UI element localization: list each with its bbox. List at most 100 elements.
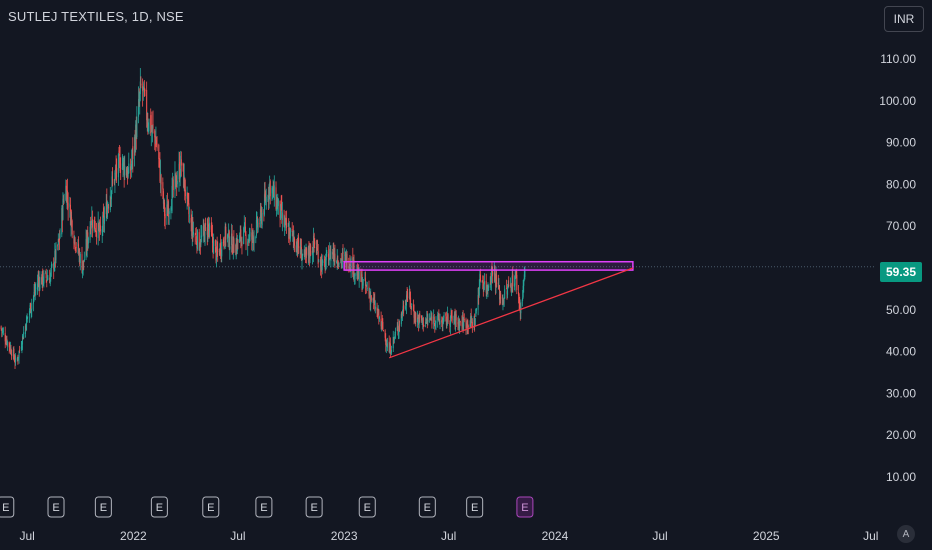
- earnings-marker-box[interactable]: [358, 496, 376, 518]
- candle-body: [370, 296, 372, 305]
- candle-body: [58, 238, 60, 241]
- candle-body: [164, 202, 166, 217]
- candle-body: [78, 252, 80, 254]
- earnings-marker-label: E: [207, 502, 214, 514]
- candle-body: [333, 249, 335, 258]
- candle-body: [297, 238, 299, 254]
- earnings-marker-label: E: [471, 502, 478, 514]
- candle-body: [228, 229, 230, 236]
- earnings-marker-box[interactable]: [418, 496, 436, 518]
- candle-body: [267, 198, 269, 200]
- candle-body: [231, 233, 233, 253]
- candle-body: [453, 313, 455, 318]
- candle-body: [493, 270, 495, 275]
- resistance-zone-rectangle[interactable]: [343, 260, 634, 271]
- earnings-marker-label: E: [2, 502, 9, 514]
- candle-body: [219, 243, 221, 253]
- candle-body: [164, 214, 166, 219]
- candle-body: [510, 284, 512, 291]
- earnings-marker-box[interactable]: [516, 496, 534, 518]
- candle-body: [334, 253, 336, 263]
- earnings-marker[interactable]: E: [0, 496, 15, 518]
- candle-body: [61, 208, 63, 235]
- candle-body: [11, 353, 13, 356]
- auto-scale-button[interactable]: A: [897, 525, 915, 543]
- candle-body: [62, 198, 64, 220]
- candle-body: [65, 185, 67, 203]
- earnings-marker-box[interactable]: [150, 496, 168, 518]
- earnings-marker-box[interactable]: [466, 496, 484, 518]
- candle-body: [90, 224, 92, 232]
- candle-body: [458, 321, 460, 329]
- candle-body: [32, 295, 34, 304]
- earnings-marker-box[interactable]: [0, 496, 15, 518]
- earnings-marker[interactable]: E: [255, 496, 273, 518]
- candle-body: [73, 236, 75, 241]
- candle-body: [202, 226, 204, 237]
- candle-body: [392, 336, 394, 349]
- candle-body: [514, 276, 516, 286]
- earnings-marker-box[interactable]: [47, 496, 65, 518]
- earnings-marker-box[interactable]: [94, 496, 112, 518]
- earnings-marker[interactable]: E: [150, 496, 168, 518]
- ascending-trendline[interactable]: [388, 267, 634, 359]
- earnings-marker[interactable]: E: [305, 496, 323, 518]
- candle-body: [2, 330, 4, 332]
- candle-body: [518, 294, 520, 304]
- earnings-marker[interactable]: E: [466, 496, 484, 518]
- candle-body: [113, 179, 115, 184]
- time-axis[interactable]: Jul 2022 Jul 2023 Jul 2024 Jul 2025 Jul: [19, 529, 878, 543]
- candle-body: [330, 251, 332, 262]
- earnings-marker-box[interactable]: [202, 496, 220, 518]
- candle-body: [65, 185, 67, 200]
- candle-body: [287, 225, 289, 227]
- earnings-marker[interactable]: E: [418, 496, 436, 518]
- candle-body: [449, 316, 451, 328]
- price-axis[interactable]: 10.0020.0030.0040.0050.0060.0070.0080.00…: [879, 52, 916, 484]
- candle-body: [125, 168, 127, 176]
- candle-body: [18, 351, 20, 358]
- candle-body: [382, 321, 384, 330]
- earnings-marker-box[interactable]: [305, 496, 323, 518]
- candle-body: [288, 227, 290, 239]
- candle-body: [406, 293, 408, 296]
- earnings-marker[interactable]: E: [358, 496, 376, 518]
- candle-body: [144, 90, 146, 92]
- candle-body: [389, 344, 391, 353]
- candle-body: [106, 205, 108, 218]
- candle-body: [47, 278, 49, 280]
- candle-body: [276, 199, 278, 209]
- symbol-title[interactable]: SUTLEJ TEXTILES, 1D, NSE: [8, 9, 184, 24]
- drawings-group[interactable]: [343, 260, 634, 359]
- earnings-marker[interactable]: E: [94, 496, 112, 518]
- candle-body: [350, 258, 352, 272]
- candle-body: [490, 281, 492, 283]
- currency-button[interactable]: INR: [884, 6, 924, 32]
- candle-body: [17, 359, 19, 361]
- earnings-marker-box[interactable]: [255, 496, 273, 518]
- candle-body: [203, 224, 205, 231]
- earnings-marker[interactable]: E: [47, 496, 65, 518]
- candle-body: [22, 337, 24, 340]
- candle-body: [5, 340, 7, 344]
- candle-body: [142, 86, 144, 92]
- candle-body: [171, 185, 173, 211]
- candle-body: [284, 219, 286, 223]
- candle-body: [459, 319, 461, 328]
- candle-body: [239, 235, 241, 243]
- candle-body: [27, 316, 29, 318]
- candle-body: [426, 318, 428, 323]
- candle-body: [353, 259, 355, 278]
- earnings-marker[interactable]: E: [202, 496, 220, 518]
- candle-body: [515, 271, 517, 277]
- candle-body: [54, 250, 56, 265]
- candle-body: [263, 194, 265, 215]
- candle-body: [211, 231, 213, 235]
- earnings-marker[interactable]: E: [516, 496, 534, 518]
- candle-body: [295, 245, 297, 252]
- candle-body: [366, 288, 368, 290]
- candle-body: [299, 246, 301, 254]
